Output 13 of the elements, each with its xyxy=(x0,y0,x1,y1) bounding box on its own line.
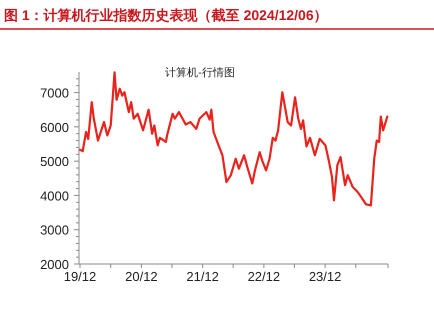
x-tick-label: 19/12 xyxy=(64,269,96,284)
y-tick-label: 6000 xyxy=(40,120,69,135)
x-tick-label: 23/12 xyxy=(308,269,342,284)
y-tick-label: 5000 xyxy=(40,154,69,170)
chart-title: 图 1：计算机行业指数历史表现（截至 2024/12/06） xyxy=(4,7,328,23)
x-tick-label: 21/12 xyxy=(186,269,219,284)
y-tick-label: 7000 xyxy=(40,86,69,101)
x-tick-label: 20/12 xyxy=(125,269,158,284)
chart-subtitle: 计算机-行情图 xyxy=(165,66,235,79)
y-tick-label: 2000 xyxy=(40,257,69,272)
y-tick-label: 3000 xyxy=(40,222,69,238)
y-tick-label: 4000 xyxy=(40,188,69,204)
x-tick-label: 22/12 xyxy=(248,269,280,284)
